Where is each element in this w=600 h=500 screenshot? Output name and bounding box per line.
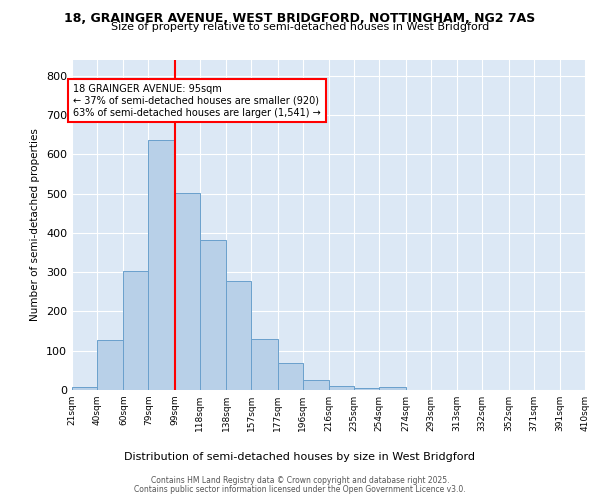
Bar xyxy=(303,380,329,390)
Bar xyxy=(200,240,226,390)
Bar xyxy=(379,387,406,390)
Bar xyxy=(278,362,303,390)
Text: 18, GRAINGER AVENUE, WEST BRIDGFORD, NOTTINGHAM, NG2 7AS: 18, GRAINGER AVENUE, WEST BRIDGFORD, NOT… xyxy=(64,12,536,26)
Bar xyxy=(148,140,175,390)
Text: Distribution of semi-detached houses by size in West Bridgford: Distribution of semi-detached houses by … xyxy=(125,452,476,462)
Bar xyxy=(354,388,379,390)
Text: Contains HM Land Registry data © Crown copyright and database right 2025.: Contains HM Land Registry data © Crown c… xyxy=(151,476,449,485)
Y-axis label: Number of semi-detached properties: Number of semi-detached properties xyxy=(31,128,40,322)
Text: Contains public sector information licensed under the Open Government Licence v3: Contains public sector information licen… xyxy=(134,485,466,494)
Text: 18 GRAINGER AVENUE: 95sqm
← 37% of semi-detached houses are smaller (920)
63% of: 18 GRAINGER AVENUE: 95sqm ← 37% of semi-… xyxy=(73,84,321,117)
Bar xyxy=(226,281,251,390)
Bar xyxy=(97,340,124,390)
Bar xyxy=(329,386,354,390)
Bar xyxy=(251,339,278,390)
Bar xyxy=(175,193,200,390)
Text: Size of property relative to semi-detached houses in West Bridgford: Size of property relative to semi-detach… xyxy=(111,22,489,32)
Bar xyxy=(124,272,148,390)
Bar xyxy=(72,387,97,390)
